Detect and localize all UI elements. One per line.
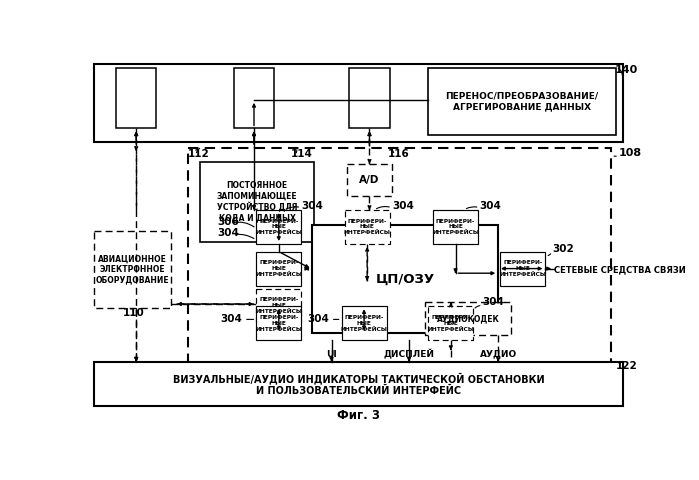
Bar	[116, 68, 157, 129]
Bar	[94, 231, 171, 308]
Bar	[234, 68, 274, 129]
Bar	[347, 164, 392, 196]
Text: 304: 304	[308, 314, 329, 324]
Text: 112: 112	[188, 149, 210, 159]
Text: 304: 304	[480, 201, 501, 211]
Bar	[342, 306, 387, 340]
Bar	[94, 64, 623, 142]
Text: 114: 114	[290, 149, 312, 159]
Bar	[428, 306, 473, 340]
Text: 304: 304	[301, 201, 323, 211]
Text: 140: 140	[614, 65, 637, 75]
Text: UI: UI	[326, 349, 337, 359]
Text: ДИСПЛЕЙ: ДИСПЛЕЙ	[384, 349, 435, 359]
Text: ПЕРИФЕРИ-
НЫЕ
ИНТЕРФЕЙСЫ: ПЕРИФЕРИ- НЫЕ ИНТЕРФЕЙСЫ	[255, 315, 302, 332]
Bar	[500, 252, 545, 286]
Text: АУДИО: АУДИО	[480, 349, 517, 359]
Text: 304: 304	[217, 228, 240, 238]
Bar	[200, 162, 315, 242]
Text: 304: 304	[482, 298, 505, 308]
Text: ПЕРИФЕРИ-
НЫЕ
ИНТЕРФЕЙСЫ: ПЕРИФЕРИ- НЫЕ ИНТЕРФЕЙСЫ	[500, 260, 547, 277]
Text: ПЕРИФЕРИ-
НЫЕ
ИНТЕРФЕЙСЫ: ПЕРИФЕРИ- НЫЕ ИНТЕРФЕЙСЫ	[340, 315, 387, 332]
Text: ПЕРИФЕРИ-
НЫЕ
ИНТЕРФЕЙСЫ: ПЕРИФЕРИ- НЫЕ ИНТЕРФЕЙСЫ	[255, 219, 302, 235]
Text: A/D: A/D	[359, 175, 380, 185]
Text: ПОСТОЯННОЕ
ЗАПОМИНАЮЩЕЕ
УСТРОЙСТВО ДЛЯ
КОДА И ДАННЫХ: ПОСТОЯННОЕ ЗАПОМИНАЮЩЕЕ УСТРОЙСТВО ДЛЯ К…	[217, 181, 297, 222]
Bar	[188, 148, 610, 384]
Text: 304: 304	[220, 314, 243, 324]
Text: 304: 304	[392, 201, 414, 211]
Text: 122: 122	[616, 360, 637, 371]
Text: ПЕРИФЕРИ-
НЫЕ
ИНТЕРФЕЙСЫ: ПЕРИФЕРИ- НЫЕ ИНТЕРФЕЙСЫ	[344, 219, 391, 235]
Text: 116: 116	[388, 149, 410, 159]
Text: Фиг. 3: Фиг. 3	[337, 409, 380, 422]
Bar	[257, 252, 301, 286]
Bar	[350, 68, 389, 129]
Text: АУДИОКОДЕК: АУДИОКОДЕК	[436, 314, 499, 323]
Bar	[257, 306, 301, 340]
Text: 302: 302	[552, 243, 574, 253]
Bar	[257, 210, 301, 244]
Text: 306: 306	[217, 216, 239, 227]
Text: ПЕРЕНОС/ПРЕОБРАЗОВАНИЕ/
АГРЕГИРОВАНИЕ ДАННЫХ: ПЕРЕНОС/ПРЕОБРАЗОВАНИЕ/ АГРЕГИРОВАНИЕ ДА…	[445, 92, 599, 111]
Text: АВИАЦИОННОЕ
ЭЛЕКТРОННОЕ
ОБОРУДОВАНИЕ: АВИАЦИОННОЕ ЭЛЕКТРОННОЕ ОБОРУДОВАНИЕ	[96, 254, 169, 284]
Bar	[94, 362, 623, 407]
Text: ПЕРИФЕРИ-
НЫЕ
ИНТЕРФЕЙСЫ: ПЕРИФЕРИ- НЫЕ ИНТЕРФЕЙСЫ	[432, 219, 479, 235]
Bar	[312, 226, 498, 333]
Bar	[345, 210, 389, 244]
Bar	[424, 302, 511, 335]
Text: 108: 108	[619, 148, 642, 158]
Bar	[257, 288, 301, 323]
Text: СЕТЕВЫЕ СРЕДСТВА СВЯЗИ: СЕТЕВЫЕ СРЕДСТВА СВЯЗИ	[554, 265, 686, 275]
Text: ЦП/ОЗУ: ЦП/ОЗУ	[375, 273, 435, 286]
Text: ПЕРИФЕРИ-
НЫЕ
ИНТЕРФЕЙСЫ: ПЕРИФЕРИ- НЫЕ ИНТЕРФЕЙСЫ	[255, 260, 302, 277]
Text: 110: 110	[123, 308, 145, 318]
Text: ВИЗУАЛЬНЫЕ/АУДИО ИНДИКАТОРЫ ТАКТИЧЕСКОЙ ОБСТАНОВКИ
И ПОЛЬЗОВАТЕЛЬСКИЙ ИНТЕРФЕЙС: ВИЗУАЛЬНЫЕ/АУДИО ИНДИКАТОРЫ ТАКТИЧЕСКОЙ …	[173, 372, 545, 396]
Text: ПЕРИФЕРИ-
НЫЕ
ИНТЕРФЕЙСЫ: ПЕРИФЕРИ- НЫЕ ИНТЕРФЕЙСЫ	[427, 315, 475, 332]
Text: ПЕРИФЕРИ-
НЫЕ
ИНТЕРФЕЙСЫ: ПЕРИФЕРИ- НЫЕ ИНТЕРФЕЙСЫ	[255, 297, 302, 314]
Bar	[428, 68, 616, 135]
Bar	[433, 210, 478, 244]
